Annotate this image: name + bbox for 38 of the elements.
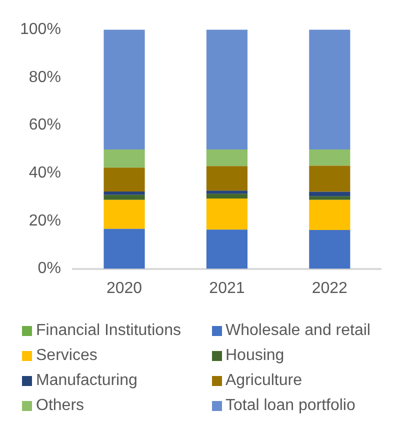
legend-label: Services xyxy=(36,347,98,365)
legend-label: Financial Institutions xyxy=(36,322,181,340)
legend-label: Agriculture xyxy=(226,372,302,390)
bar xyxy=(104,149,145,168)
legend-label: Manufacturing xyxy=(36,372,138,390)
bar xyxy=(104,200,145,229)
bar xyxy=(206,30,248,150)
bar xyxy=(309,196,350,200)
bar xyxy=(206,230,248,269)
legend-label: Others xyxy=(36,397,84,415)
legend-label: Total loan portfolio xyxy=(226,397,356,415)
bar xyxy=(309,149,350,166)
legend-label: Wholesale and retail xyxy=(226,322,370,340)
bar xyxy=(104,30,145,150)
bar xyxy=(309,230,350,269)
bar xyxy=(309,192,350,196)
bar xyxy=(206,190,248,194)
bar xyxy=(206,166,248,191)
bar xyxy=(104,168,145,192)
bar xyxy=(309,30,350,150)
bar xyxy=(206,198,248,230)
y-tick-label: 20% xyxy=(28,212,61,230)
bar xyxy=(104,192,145,195)
y-tick-label: 80% xyxy=(28,68,61,86)
x-tick-label: 2021 xyxy=(209,280,245,297)
bar xyxy=(206,194,248,198)
bar xyxy=(104,228,145,269)
bar xyxy=(104,194,145,200)
bar xyxy=(309,200,350,230)
x-tick-label: 2020 xyxy=(106,280,142,297)
y-tick-label: 0% xyxy=(38,260,61,278)
y-tick-label: 40% xyxy=(28,164,61,182)
y-tick-label: 100% xyxy=(20,21,61,38)
x-tick-label: 2022 xyxy=(312,280,348,297)
bar xyxy=(309,166,350,192)
y-tick-label: 60% xyxy=(28,116,61,134)
legend-label: Housing xyxy=(226,347,284,365)
bar xyxy=(206,149,248,166)
